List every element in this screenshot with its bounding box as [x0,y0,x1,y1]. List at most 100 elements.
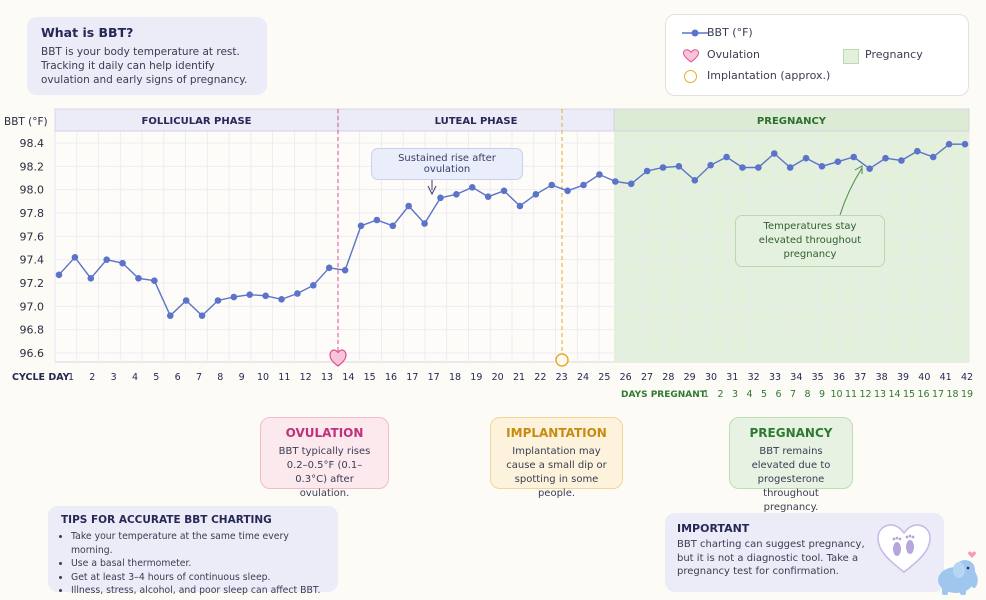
bbt-data-point [755,164,762,171]
x-tick-label: 27 [641,372,653,383]
x-tick-label: 17 [428,372,440,383]
bbt-data-point [484,193,492,200]
bbt-data-point [166,312,174,319]
bbt-data-point [103,256,110,263]
bbt-data-point [262,292,269,300]
info-card: What is BBT? BBT is your body temperatur… [27,17,267,95]
x-tick-label: 38 [876,372,888,383]
bbt-data-point [405,202,412,210]
elevated-annotation: Temperatures stay elevated throughout pr… [735,215,885,267]
x-tick-label: 14 [342,372,354,383]
x-tick-label: 8 [217,372,223,383]
bbt-data-point [643,167,651,175]
phase-label: PREGNANCY [757,116,827,127]
days-pregnant-label: 16 [917,389,929,400]
days-pregnant-label: 17 [932,389,944,400]
bbt-data-point [325,264,333,272]
bbt-data-point [437,194,444,202]
bbt-data-point [802,154,810,162]
phase-label: FOLLICULAR PHASE [141,116,251,127]
y-tick-label: 97.0 [20,300,45,313]
x-tick-label: 13 [321,372,333,383]
bbt-data-point [612,178,619,185]
days-pregnant-label: 11 [845,389,857,400]
tip-item: Use a basal thermometer. [71,557,325,571]
phase-header [613,108,970,132]
x-tick-label: 12 [300,372,312,383]
bbt-data-point [627,180,635,188]
days-pregnant-title: DAYS PREGNANT [621,390,707,400]
x-tick-label: 10 [257,372,269,383]
x-tick-label: 18 [449,372,461,383]
bbt-data-point [850,153,858,161]
rise-annotation: Sustained rise after ovulation [371,148,523,180]
bbt-data-point [389,222,397,230]
bbt-data-point [596,171,603,178]
pregnancy-swatch-icon [843,49,859,64]
days-pregnant-label: 3 [732,389,738,400]
baby-feet-heart-icon [877,524,931,573]
days-pregnant-label: 9 [819,389,825,400]
days-pregnant-label: 14 [888,389,900,400]
y-tick-label: 97.6 [20,230,45,243]
days-pregnant-label: 15 [903,389,915,400]
heart-icon [683,49,699,63]
y-tick-label: 97.4 [20,254,45,267]
x-tick-label: 40 [918,372,930,383]
x-tick-label: 4 [132,372,138,383]
days-pregnant-label: 10 [830,389,842,400]
x-tick-label: 26 [620,372,632,383]
x-tick-label: 7 [196,372,202,383]
days-pregnant-label: 18 [946,389,958,400]
days-pregnant-label: 13 [874,389,886,400]
y-tick-label: 96.8 [20,324,45,337]
bbt-data-point [500,187,508,195]
x-tick-label: 31 [726,372,738,383]
y-tick-label: 98.2 [20,160,45,173]
days-pregnant-label: 12 [859,389,871,400]
bbt-data-point [770,150,778,157]
legend-ovulation: Ovulation [707,48,761,61]
x-tick-label: 9 [239,372,245,383]
bbt-data-point [421,220,428,227]
bbt-data-point [516,202,524,210]
tips-card: TIPS FOR ACCURATE BBT CHARTING Take your… [48,506,338,596]
x-tick-label: 28 [662,372,674,383]
x-tick-label: 32 [748,372,760,383]
bbt-data-point [532,191,540,198]
bbt-data-point [659,164,667,171]
ovulation-callout: OVULATION BBT typically rises 0.2–0.5°F … [260,417,389,499]
bbt-data-point [294,290,301,297]
x-tick-label: 22 [534,372,546,383]
ovulation-callout-title: OVULATION [285,426,364,440]
pregnancy-callout-text: BBT remains elevated due to progesterone… [751,446,831,513]
x-tick-label: 6 [175,372,181,383]
bbt-data-point [945,140,953,148]
y-tick-label: 97.2 [20,277,45,290]
info-title: What is BBT? [41,25,134,40]
y-tick-label: 98.0 [20,184,45,197]
bbt-data-point [182,297,190,304]
bbt-data-point [55,271,63,279]
x-tick-label: 29 [684,372,696,383]
bbt-data-point [151,277,158,284]
days-pregnant-label: 6 [775,389,781,400]
bbt-data-point [961,140,969,148]
bbt-data-point [468,184,476,191]
ovulation-callout-text: BBT typically rises 0.2–0.5°F (0.1–0.3°C… [278,446,371,499]
bbt-data-point [882,154,889,162]
bbt-data-point [71,254,79,261]
x-tick-label: 34 [790,372,802,383]
bbt-data-point [929,153,937,161]
implantation-callout-text: Implantation may cause a small dip or sp… [506,446,607,499]
bbt-data-point [341,266,349,274]
days-pregnant-label: 7 [790,389,796,400]
legend: BBT (°F) Ovulation Implantation (approx.… [665,14,969,96]
tips-title: TIPS FOR ACCURATE BBT CHARTING [61,514,272,526]
x-tick-label: 35 [812,372,824,383]
bbt-data-point [834,158,842,165]
days-pregnant-label: 4 [746,389,752,400]
tip-item: Take your temperature at the same time e… [71,530,325,557]
bbt-data-point [230,293,238,301]
important-text: BBT charting can suggest pregnancy, but … [677,539,865,577]
